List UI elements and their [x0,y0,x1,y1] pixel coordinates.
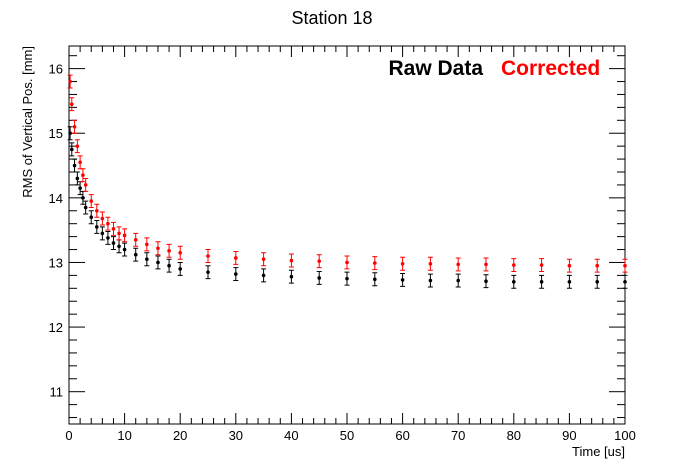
x-tick-label: 30 [229,428,243,443]
data-point [206,254,210,258]
data-point [72,124,77,129]
data-point [106,236,110,240]
y-tick-label: 16 [49,62,63,77]
data-point [81,196,85,200]
legend-corrected: Corrected [501,57,600,80]
series-layer [67,74,628,289]
data-point [428,278,433,283]
data-point [75,176,80,181]
data-point [78,160,82,165]
legend: Raw Data Corrected [388,57,600,80]
data-point [133,238,138,242]
data-point [156,246,160,251]
data-point [289,258,294,263]
data-point [373,277,377,282]
data-point [261,257,266,262]
data-point [122,233,127,238]
data-point [234,256,238,260]
data-point [156,260,160,265]
y-tick-label: 11 [50,385,64,400]
y-tick-label: 14 [49,191,63,206]
data-point [167,263,171,268]
series-corrected [67,74,628,273]
x-tick-label: 10 [117,428,131,443]
data-point [100,231,105,236]
data-point [89,215,94,220]
data-point [72,163,77,168]
data-point [456,278,461,283]
data-point [167,249,171,253]
data-point [428,261,433,266]
data-point [345,276,349,281]
data-point [261,273,266,278]
data-point [484,279,488,284]
data-point [623,263,627,268]
data-point [317,259,322,263]
data-point [345,260,349,265]
data-point [106,221,110,226]
data-point [68,131,72,136]
data-point [400,278,405,282]
data-point [111,227,116,231]
data-point [81,173,85,178]
data-point [83,205,88,210]
data-point [512,263,516,267]
data-point [400,261,405,266]
data-point [100,216,105,221]
y-tick-label: 13 [49,255,63,270]
data-point [456,262,461,267]
data-point [122,247,127,252]
data-point [539,280,544,284]
x-tick-label: 100 [614,428,636,443]
data-point [178,250,182,255]
data-point [178,267,182,271]
data-point [69,147,74,152]
data-point [145,242,149,247]
data-point [95,225,99,229]
data-point [117,231,121,236]
y-tick-label: 15 [49,126,63,141]
data-point [512,280,516,284]
data-point [69,102,74,106]
data-point [95,208,99,213]
data-point [111,241,116,245]
data-point [68,79,72,84]
x-tick-label: 80 [507,428,521,443]
x-tick-label: 0 [65,428,72,443]
x-tick-label: 50 [340,428,354,443]
data-point [595,263,599,268]
data-point [83,183,88,187]
data-point [145,257,149,262]
data-point [567,280,572,284]
data-point [373,261,377,265]
data-point [89,199,94,203]
x-tick-label: 60 [395,428,409,443]
data-point [117,244,121,249]
y-tick-label: 12 [49,320,63,335]
data-point [133,252,138,257]
legend-raw-data: Raw Data [388,57,483,80]
data-point [206,270,210,274]
x-tick-label: 40 [284,428,298,443]
data-point [484,262,488,267]
data-point [567,263,572,268]
data-point [595,280,599,284]
x-tick-label: 20 [173,428,187,443]
data-point [289,274,294,279]
chart-title: Station 18 [291,8,372,28]
data-point [75,144,80,148]
data-point [623,280,627,284]
x-axis-title: Time [us] [572,444,625,459]
data-point [234,272,238,276]
data-point [317,276,322,280]
data-point [539,263,544,267]
series-raw-data [67,126,628,289]
x-tick-label: 90 [562,428,576,443]
data-point [78,186,82,190]
y-axis-title: RMS of Vertical Pos. [mm] [20,46,35,198]
x-tick-label: 70 [451,428,465,443]
